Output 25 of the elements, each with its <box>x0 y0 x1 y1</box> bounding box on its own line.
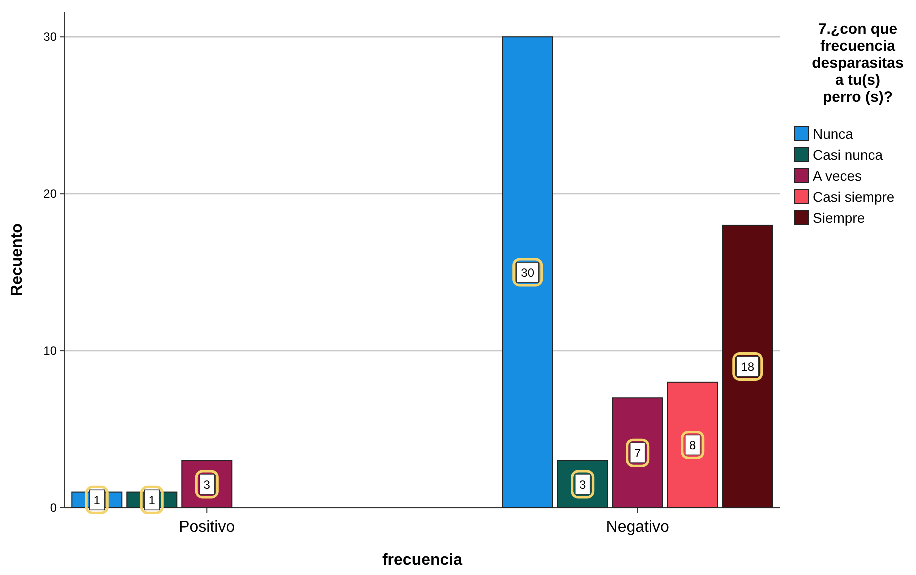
data-label: 8 <box>690 438 697 453</box>
data-label: 1 <box>94 494 101 508</box>
bar <box>722 224 774 508</box>
bar <box>502 36 554 508</box>
y-tick-label: 0 <box>50 501 58 515</box>
data-label: 3 <box>204 478 211 492</box>
x-axis-title: frecuencia <box>382 552 463 569</box>
y-axis-title: Recuento <box>9 223 26 296</box>
data-label: 3 <box>580 478 587 492</box>
legend-label: Casi siempre <box>813 189 895 205</box>
data-label: 18 <box>741 360 755 374</box>
legend-title: 7.¿con que frecuencia desparasitas a tu(s) perro (s)? <box>812 21 904 106</box>
x-tick-label: Negativo <box>606 519 670 536</box>
y-tick-label: 10 <box>44 344 58 358</box>
y-tick-label: 20 <box>44 187 58 202</box>
y-tick-label: 30 <box>44 30 58 44</box>
data-label: 30 <box>521 266 535 280</box>
data-label: 7 <box>634 446 642 461</box>
data-label: 1 <box>148 494 156 508</box>
legend-label: Siempre <box>813 210 866 226</box>
legend-label: Nunca <box>813 126 854 142</box>
legend-label: Casi nunca <box>813 147 884 163</box>
legend-label: A veces <box>813 168 862 184</box>
x-tick-label: Positivo <box>179 519 236 536</box>
bar <box>667 382 718 508</box>
